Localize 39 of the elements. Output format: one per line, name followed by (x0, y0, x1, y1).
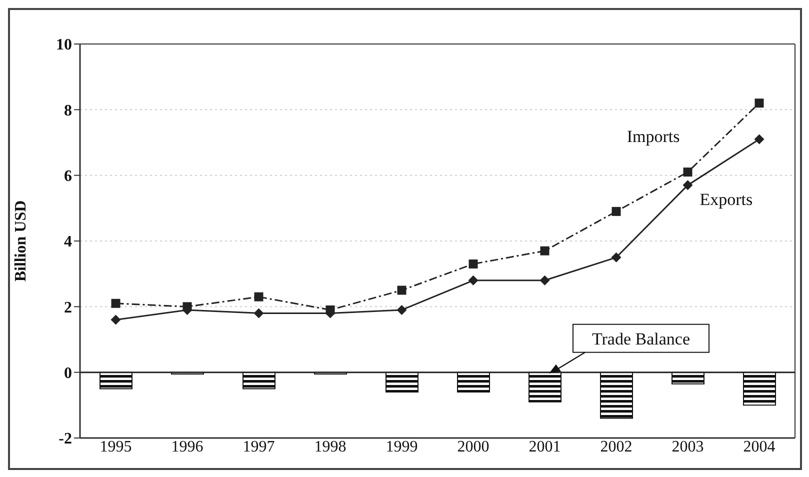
x-tick-label: 1997 (242, 438, 275, 456)
y-tick-label: 10 (56, 36, 72, 54)
point (468, 259, 478, 268)
x-tick-label: 2000 (457, 438, 490, 456)
point (611, 252, 622, 262)
x-tick-label: 1995 (100, 438, 132, 456)
point (396, 304, 407, 315)
point (683, 168, 692, 177)
y-tick-label: -2 (58, 430, 72, 448)
point (540, 246, 550, 256)
x-tick-label: 2001 (528, 438, 561, 456)
x-tick-label: 2002 (600, 438, 632, 456)
point (111, 298, 120, 308)
y-axis-title: Billion USD (12, 200, 30, 282)
point (182, 302, 192, 312)
y-tick-label: 8 (64, 102, 72, 120)
x-tick-label: 1996 (171, 438, 204, 456)
y-tick-label: 0 (64, 365, 72, 382)
point (754, 98, 764, 108)
x-tick-label: 2003 (672, 438, 704, 456)
point (326, 305, 335, 314)
series-label: Trade Balance (592, 329, 690, 348)
x-tick-label: 1998 (314, 438, 346, 456)
point (254, 292, 264, 302)
y-tick-label: 6 (64, 168, 72, 186)
point (254, 308, 264, 318)
point (468, 275, 478, 286)
series-label: Exports (700, 190, 753, 210)
series-label: Imports (626, 127, 680, 146)
point (612, 206, 621, 216)
point (110, 314, 121, 325)
x-tick-label: 1999 (386, 438, 418, 456)
y-tick-label: 4 (64, 234, 72, 251)
point (397, 286, 406, 295)
y-tick-label: 2 (64, 299, 72, 316)
point (540, 275, 550, 286)
point (682, 180, 693, 190)
x-tick-label: 2004 (743, 438, 776, 456)
point (754, 134, 764, 144)
